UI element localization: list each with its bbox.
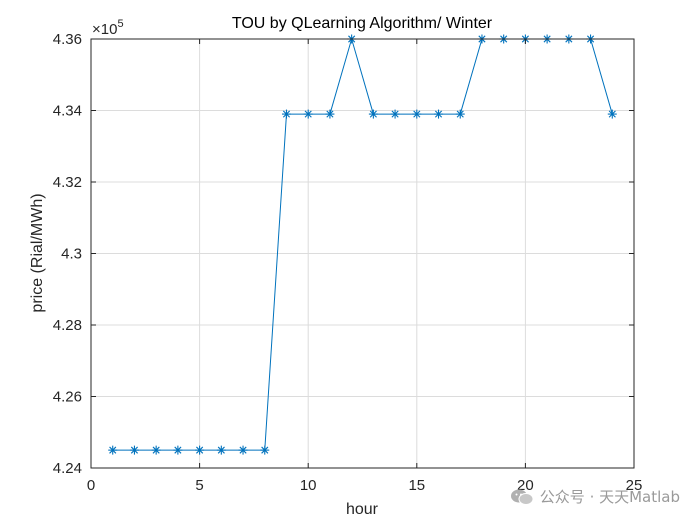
y-tick-label: 4.36 — [53, 31, 82, 48]
data-point-marker — [238, 445, 248, 455]
y-tick-label: 4.32 — [53, 174, 82, 191]
data-point-marker — [151, 445, 161, 455]
data-point-marker — [368, 109, 378, 119]
y-tick-label: 4.24 — [53, 460, 82, 477]
y-tick-label: 4.3 — [61, 246, 82, 263]
data-point-marker — [195, 445, 205, 455]
y-axis-title: price (Rial/MWh) — [29, 193, 46, 312]
data-point-marker — [129, 445, 139, 455]
data-point-marker — [412, 109, 422, 119]
data-point-marker — [455, 109, 465, 119]
data-point-marker — [260, 445, 270, 455]
data-point-marker — [173, 445, 183, 455]
data-point-marker — [390, 109, 400, 119]
y-exponent-power: 5 — [117, 18, 123, 30]
data-point-marker — [325, 109, 335, 119]
wechat-icon — [510, 488, 534, 506]
y-exponent-label: ×105 — [92, 18, 124, 38]
x-tick-label: 10 — [300, 477, 317, 494]
ticks: 0 5 10 15 20 254.244.264.284.34.324.344.36 — [53, 31, 643, 494]
data-point-marker — [281, 109, 291, 119]
y-tick-label: 4.26 — [53, 389, 82, 406]
chart-title: TOU by QLearning Algorithm/ Winter — [232, 15, 493, 32]
x-tick-label: 15 — [408, 477, 425, 494]
x-axis-title: hour — [346, 501, 379, 518]
data-point-marker — [216, 445, 226, 455]
x-tick-label: 0 — [87, 477, 95, 494]
data-point-marker — [108, 445, 118, 455]
x-tick-label: 25 — [626, 477, 643, 494]
data-point-marker — [434, 109, 444, 119]
y-tick-label: 4.28 — [53, 317, 82, 334]
watermark-text: 公众号 · 天天Matlab — [539, 488, 680, 506]
x-tick-label: 5 — [195, 477, 203, 494]
data-point-marker — [303, 109, 313, 119]
watermark: 公众号 · 天天Matlab — [510, 486, 680, 507]
data-point-marker — [607, 109, 617, 119]
y-exponent-base: ×10 — [92, 21, 117, 38]
y-tick-label: 4.34 — [53, 103, 82, 120]
